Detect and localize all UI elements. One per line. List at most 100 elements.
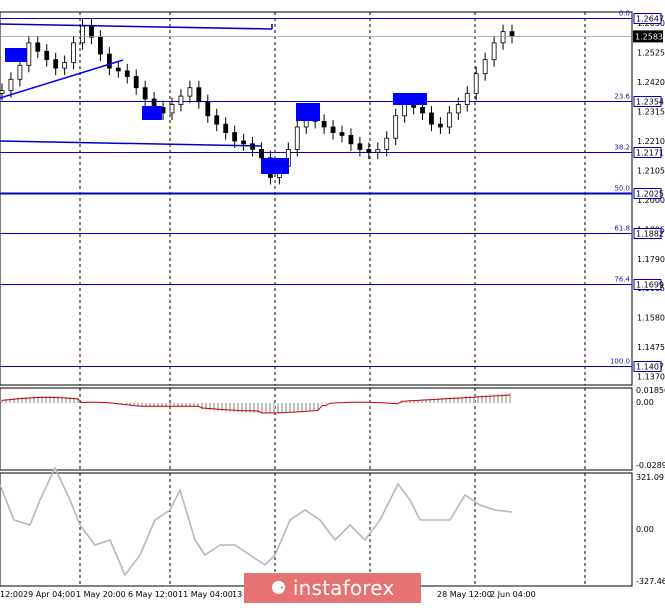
- candle-body: [142, 87, 148, 100]
- candle-body: [259, 149, 264, 159]
- candle-body: [384, 137, 390, 150]
- macd-axis-labels: 0.01856 0.00 -0.02892: [636, 386, 665, 470]
- fib-price-box: [633, 228, 662, 239]
- watermark: ⚈ instaforex: [244, 573, 421, 603]
- candle-body: [455, 104, 461, 114]
- time-tick-label: 6 May 12:00: [128, 590, 178, 599]
- candle-body: [223, 123, 229, 133]
- trend-lines: [0, 23, 273, 147]
- fib-level-label: 38.2: [614, 144, 630, 152]
- price-tick-label: 1.2420: [637, 78, 665, 87]
- candle-body: [491, 42, 497, 61]
- candle-body: [205, 101, 211, 117]
- fib-price-label: 1.2354: [636, 98, 664, 107]
- candle-body: [500, 31, 506, 44]
- price-tick-label: 1.2525: [637, 49, 665, 58]
- fib-price-label: 1.2025: [636, 190, 664, 199]
- fib-price-box: [633, 13, 662, 24]
- candle-body: [62, 62, 68, 69]
- cci-axis-label: 0.00: [636, 525, 654, 534]
- fib-price-label: 1.2647: [636, 15, 664, 24]
- trend-line: [0, 59, 124, 99]
- candle-body: [0, 90, 5, 94]
- candle-body: [35, 42, 41, 52]
- fib-level-label: 50.0: [614, 185, 630, 193]
- channel-bottom-line: [0, 140, 263, 147]
- candle-body: [366, 149, 372, 153]
- fib-level-label: 76.4: [614, 276, 630, 284]
- candle-body: [115, 67, 121, 72]
- marker-rect: [5, 48, 27, 62]
- candle-body: [357, 143, 363, 150]
- price-tick-label: 1.1580: [637, 314, 665, 323]
- time-tick-label: 29 Apr 04:00: [23, 590, 75, 599]
- macd-axis-label: -0.02892: [636, 461, 665, 470]
- macd-panel: 0.01856 0.00 -0.02892: [0, 386, 665, 471]
- price-tick-label: 1.2210: [637, 137, 665, 146]
- candle-body: [330, 126, 336, 133]
- candle-body: [232, 132, 238, 142]
- instaforex-logo-icon: ⚈: [270, 577, 287, 599]
- candle-body: [348, 134, 354, 145]
- channel-top-line: [0, 23, 273, 30]
- cci-axis-labels: 321.0916 0.00 -327.463: [636, 473, 665, 586]
- macd-axis-label: 0.00: [636, 398, 654, 407]
- candle-body: [321, 120, 327, 128]
- fib-price-box: [633, 361, 662, 372]
- fib-price-box: [633, 279, 662, 290]
- time-tick-label: 11 May 04:00: [178, 590, 233, 599]
- candle-body: [509, 31, 515, 37]
- candle-body: [178, 95, 184, 105]
- candle-body: [53, 59, 59, 69]
- time-tick-label: 2 Jun 04:00: [490, 590, 536, 599]
- candle-body: [196, 87, 202, 103]
- candle-body: [429, 112, 434, 125]
- fib-price-box: [633, 188, 662, 199]
- rect-markers: [5, 48, 427, 174]
- candle-body: [241, 140, 246, 145]
- candle-body: [393, 115, 399, 139]
- candle-body: [464, 92, 470, 105]
- price-tick-label: 1.2105: [637, 166, 665, 175]
- fib-level-label: 0.0: [619, 10, 630, 18]
- candle-body: [133, 76, 139, 89]
- candle-body: [446, 112, 452, 128]
- candle-body: [438, 123, 443, 128]
- fib-price-label: 1.1882: [636, 230, 664, 239]
- marker-rect: [393, 93, 427, 105]
- cci-line: [0, 466, 513, 577]
- candle-body: [294, 126, 300, 150]
- candle-body: [214, 115, 220, 125]
- cci-vertical-grid: [79, 473, 586, 586]
- fib-price-box: [633, 147, 662, 158]
- fib-level-label: 23.6: [614, 93, 630, 101]
- price-tick-label: 1.1475: [637, 343, 665, 352]
- candle-body: [80, 25, 85, 44]
- time-tick-label: 12:00: [0, 590, 23, 599]
- fib-level-label: 100.0: [610, 358, 630, 366]
- candle-body: [169, 104, 175, 114]
- candle-body: [420, 106, 425, 114]
- fib-price-label: 1.2171: [636, 149, 664, 158]
- candle-body: [89, 25, 94, 38]
- fib-level-label: 61.8: [614, 225, 630, 233]
- time-tick-label: 1 May 20:00: [76, 590, 126, 599]
- macd-signal-line: [1, 394, 511, 414]
- candle-body: [187, 87, 193, 97]
- price-tick-label: 1.2000: [637, 196, 665, 205]
- candle-body: [250, 143, 255, 150]
- main-panel-frame: [0, 11, 633, 386]
- main-price-panel: 1.26301.25251.24201.23151.22101.21051.20…: [0, 10, 665, 386]
- candle-body: [375, 149, 381, 153]
- candle-body: [44, 50, 50, 61]
- price-tick-label: 1.1790: [637, 255, 665, 264]
- fib-price-box: [633, 96, 662, 107]
- macd-panel-frame: [0, 387, 633, 471]
- candle-body: [473, 73, 479, 94]
- candle-body: [26, 42, 32, 66]
- time-tick-label: 28 May 12:00: [437, 590, 492, 599]
- price-tick-label: 1.1370: [637, 373, 665, 382]
